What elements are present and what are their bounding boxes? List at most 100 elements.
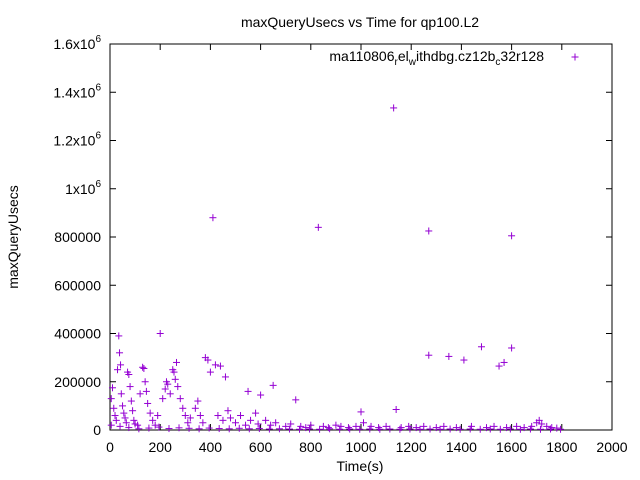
- data-point: [127, 397, 135, 405]
- data-point: [486, 425, 494, 433]
- data-point: [196, 412, 204, 420]
- y-tick-label-exponent: 6: [95, 179, 101, 190]
- data-point: [476, 425, 484, 433]
- data-point: [135, 425, 143, 433]
- data-point: [332, 421, 340, 429]
- y-tick-label: 1.4x106: [53, 82, 101, 100]
- data-point: [164, 380, 172, 388]
- y-tick-label-exponent: 6: [95, 34, 101, 45]
- data-point: [420, 422, 428, 430]
- data-point: [206, 368, 214, 376]
- data-point: [326, 425, 334, 433]
- data-point: [446, 425, 454, 433]
- data-point: [244, 387, 252, 395]
- y-tick-label-base: 1x10: [65, 181, 96, 197]
- data-point: [174, 383, 182, 391]
- data-point: [209, 214, 217, 222]
- x-tick-label: 600: [249, 439, 273, 455]
- data-point: [557, 425, 565, 433]
- data-point: [226, 414, 234, 422]
- data-point: [214, 412, 222, 420]
- data-point: [107, 395, 115, 403]
- y-tick-label: 600000: [54, 277, 101, 293]
- data-point: [116, 349, 124, 357]
- data-point: [396, 425, 404, 433]
- data-point: [156, 330, 164, 337]
- data-point: [307, 421, 315, 429]
- data-point: [125, 371, 133, 379]
- data-point: [466, 425, 474, 433]
- data-point: [252, 409, 260, 417]
- data-point: [112, 416, 120, 424]
- y-tick-label-exponent: 6: [95, 131, 101, 142]
- data-point: [520, 424, 528, 432]
- data-point: [254, 420, 262, 428]
- data-point: [386, 425, 394, 433]
- data-point: [247, 416, 255, 424]
- data-point: [412, 424, 420, 432]
- data-point: [185, 424, 193, 432]
- data-point: [483, 424, 490, 432]
- data-point: [146, 409, 154, 417]
- data-point: [179, 404, 187, 412]
- data-point: [142, 387, 150, 395]
- data-point: [337, 422, 345, 430]
- data-point: [496, 425, 504, 433]
- data-point: [390, 104, 398, 112]
- data-point: [432, 424, 440, 432]
- data-point: [140, 364, 148, 372]
- data-point: [269, 381, 277, 389]
- data-point: [141, 378, 149, 386]
- data-point: [117, 390, 125, 398]
- data-point: [445, 352, 453, 360]
- x-tick-label: 1400: [446, 439, 477, 455]
- data-point: [170, 368, 178, 376]
- data-point: [536, 425, 544, 433]
- data-point: [360, 419, 368, 427]
- data-point: [159, 395, 167, 403]
- data-point: [130, 416, 138, 424]
- data-point: [314, 223, 322, 231]
- y-tick-label-base: 400000: [54, 326, 101, 342]
- legend-label-part: c: [495, 57, 500, 68]
- data-point: [506, 425, 514, 433]
- data-point: [500, 358, 508, 366]
- data-point: [122, 419, 130, 427]
- data-point: [145, 424, 153, 432]
- data-point: [416, 425, 424, 433]
- data-point: [516, 425, 524, 433]
- data-point: [272, 419, 280, 427]
- data-point: [257, 391, 265, 399]
- chart-title: maxQueryUsecs vs Time for qp100.L2: [241, 14, 479, 30]
- data-point: [165, 425, 173, 433]
- data-point: [136, 390, 144, 398]
- data-point: [397, 424, 405, 432]
- data-point: [324, 424, 332, 432]
- data-point: [265, 425, 273, 433]
- x-tick-label: 2000: [596, 439, 627, 455]
- data-point: [205, 424, 213, 432]
- data-point: [553, 424, 561, 432]
- data-point: [175, 424, 183, 432]
- data-point: [344, 424, 352, 432]
- data-point: [495, 362, 503, 370]
- data-point: [460, 356, 468, 364]
- data-point: [375, 424, 383, 432]
- legend-label-part: ithdbg.cz12b: [416, 48, 496, 64]
- data-point: [547, 425, 555, 433]
- x-tick-label: 1000: [345, 439, 376, 455]
- data-point: [116, 422, 124, 430]
- data-point: [543, 422, 551, 430]
- data-point: [139, 363, 147, 371]
- data-point: [176, 395, 184, 403]
- data-point: [426, 425, 434, 433]
- data-point: [216, 362, 224, 370]
- x-tick-label: 1800: [546, 439, 577, 455]
- legend: ma110806relwithdbg.cz12bc32r128: [329, 48, 579, 68]
- data-point: [357, 408, 365, 416]
- data-point: [356, 425, 364, 433]
- data-point: [111, 412, 119, 420]
- data-point: [282, 422, 290, 430]
- legend-label-part: 32r128: [500, 48, 544, 64]
- data-point: [199, 419, 207, 427]
